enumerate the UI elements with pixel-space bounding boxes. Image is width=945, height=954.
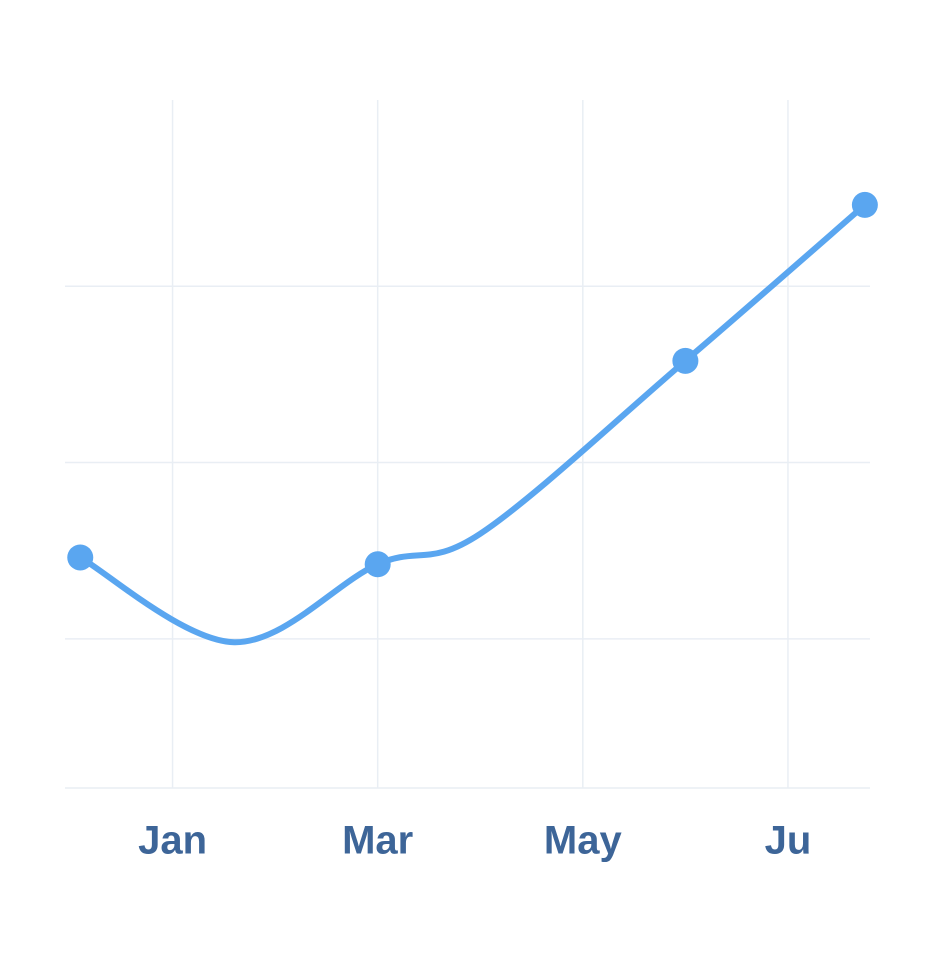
point — [67, 544, 94, 571]
x-tick-label: May — [544, 819, 623, 863]
point — [364, 551, 391, 578]
x-tick-label: Jan — [138, 819, 207, 863]
point — [851, 191, 878, 218]
x-tick-label: Ju — [765, 819, 812, 863]
x-tick-label: Mar — [342, 819, 413, 863]
line — [77, 201, 868, 646]
point — [672, 347, 699, 374]
